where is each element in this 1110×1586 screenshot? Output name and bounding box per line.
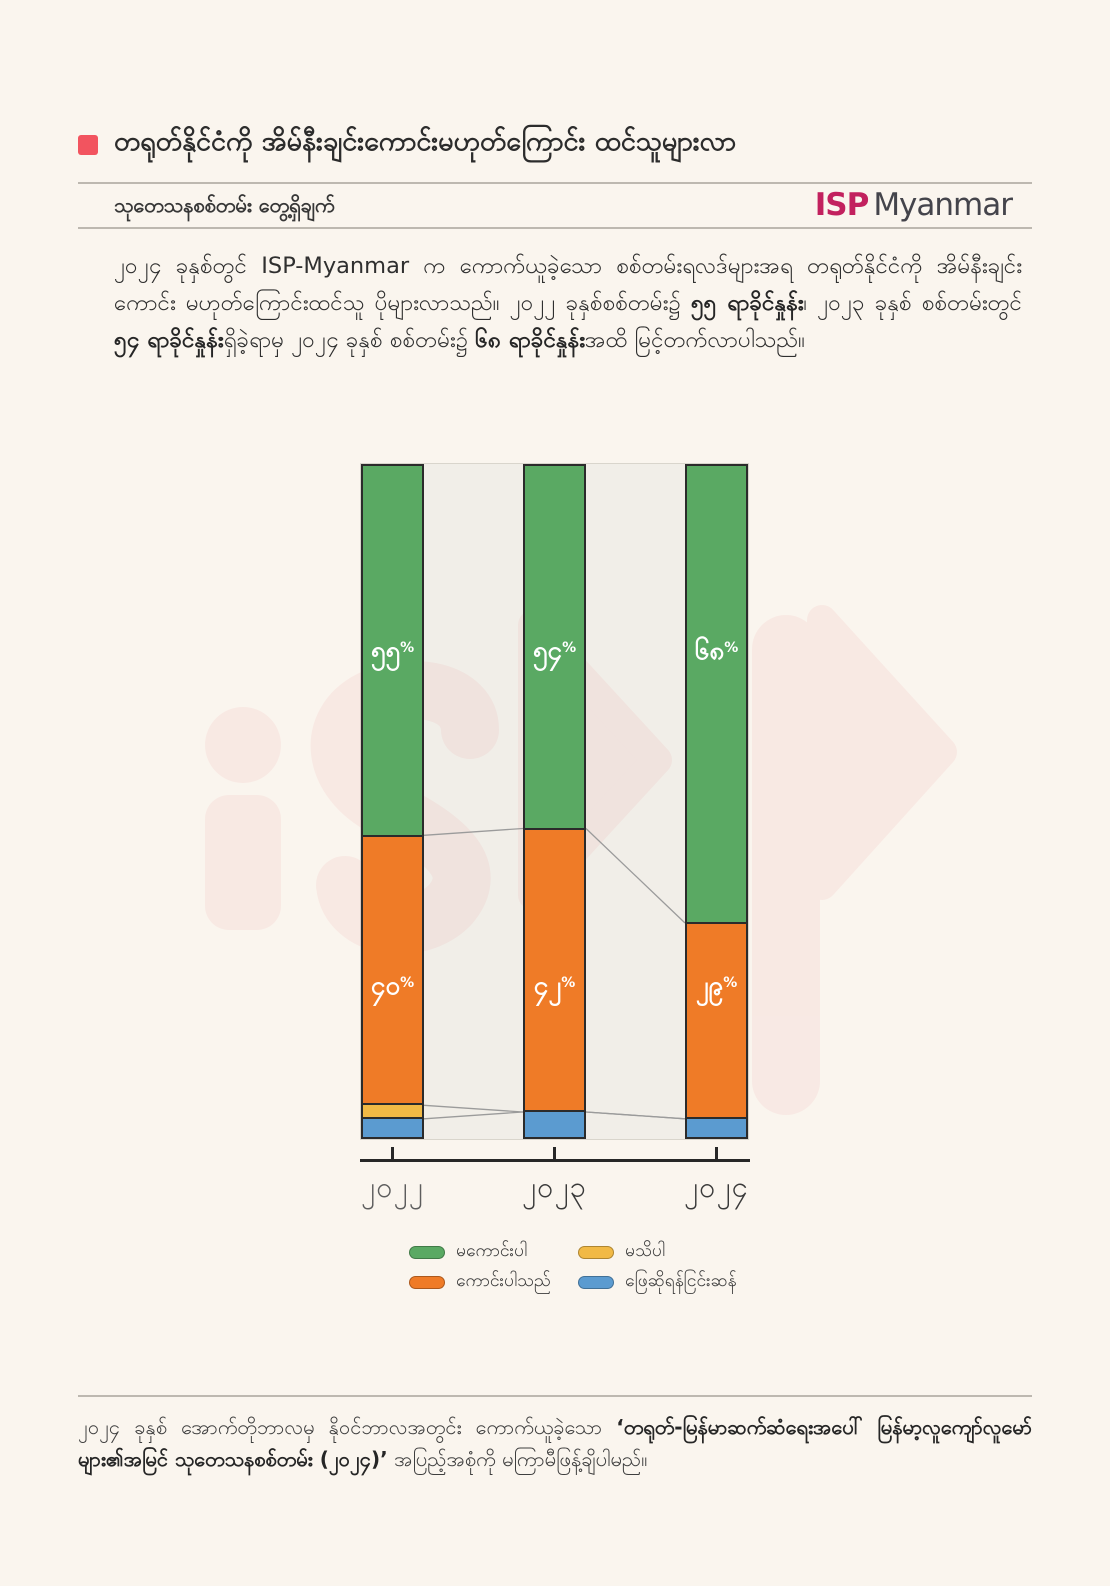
x-axis-line	[360, 1159, 750, 1162]
segment-၂၀၂၂-0	[363, 466, 422, 836]
percent-sign: %	[724, 640, 739, 656]
percent-sign: %	[562, 640, 577, 656]
body-text: ၂၀၂၄ ခုနှစ် အောက်တိုဘာလမှ နိုဝင်ဘာလအတွင်…	[78, 1415, 617, 1439]
intro-paragraph: ၂၀၂၄ ခုနှစ်တွင် ISP-Myanmar က ကောက်ယူခဲ့…	[114, 248, 1022, 359]
title-bullet-square	[78, 135, 98, 155]
segment-၂၀၂၂-1	[363, 835, 422, 1104]
percent-sign: %	[723, 975, 738, 991]
value-label-၂၀၂၂-1: ၄၀%	[361, 963, 424, 1006]
logo-isp-text: ISP	[814, 187, 870, 223]
legend-item-1: ကောင်းပါသည်	[409, 1267, 578, 1297]
segment-၂၀၂၃-3	[525, 1110, 584, 1137]
value-number: ၅၄	[532, 636, 563, 666]
emphasis-text: ‘တရုတ်-မြန်မာဆက်ဆံရေးအပေါ် မြန်မာ့လူကျော…	[78, 1415, 1033, 1471]
emphasis-text: ၆၈ ရာခိုင်နှုန်း	[475, 327, 585, 353]
value-number: ၄၂	[533, 971, 562, 1001]
legend-label-1: ကောင်းပါသည်	[456, 1271, 551, 1291]
chart-legend: မကောင်းပါကောင်းပါသည် မသိပါဖြေဆိုရန်ငြင်းဆ…	[409, 1237, 737, 1297]
segment-၂၀၂၃-0	[525, 466, 584, 829]
value-number: ၅၅	[370, 636, 401, 666]
x-tick-၂၀၂၂	[391, 1147, 394, 1160]
page-title: တရုတ်နိုင်ငံကို အိမ်နီးချင်းကောင်းမဟုတ်က…	[114, 126, 737, 157]
percent-sign: %	[400, 975, 415, 991]
legend-label-0: မကောင်းပါ	[456, 1241, 527, 1261]
x-tick-၂၀၂၃	[553, 1147, 556, 1160]
stacked-bar-chart: ၅၅% ၄၀% ၅၄% ၄၂% ၆၈% ၂၉%	[360, 463, 749, 1140]
segment-၂၀၂၄-0	[687, 466, 746, 923]
emphasis-text: ၅၅ ရာခိုင်နှုန်း	[691, 290, 804, 316]
emphasis-text: ၅၄ ရာခိုင်နှုန်း	[114, 327, 224, 353]
percent-sign: %	[400, 640, 415, 656]
value-label-၂၀၂၂-0: ၅၅%	[361, 628, 424, 671]
legend-swatch-1	[409, 1275, 445, 1289]
value-label-၂၀၂၃-0: ၅၄%	[523, 628, 586, 671]
legend-swatch-2	[578, 1245, 614, 1259]
x-label-၂၀၂၂: ၂၀၂၂	[360, 1170, 425, 1204]
body-text: အထိ မြင့်တက်လာပါသည်။	[584, 327, 805, 353]
logo-myanmar-text: Myanmar	[873, 187, 1013, 223]
value-number: ၄၀	[370, 971, 401, 1001]
bar-၂၀၂၂	[361, 464, 424, 1139]
segment-၂၀၂၂-3	[363, 1116, 422, 1137]
divider-header	[78, 227, 1032, 229]
legend-item-3: ဖြေဆိုရန်ငြင်းဆန်	[578, 1267, 737, 1297]
percent-sign: %	[561, 975, 576, 991]
footer-note: ၂၀၂၄ ခုနှစ် အောက်တိုဘာလမှ နိုဝင်ဘာလအတွင်…	[78, 1412, 1032, 1475]
value-label-၂၀၂၃-1: ၄၂%	[523, 963, 586, 1006]
divider-top	[78, 182, 1032, 184]
divider-footer	[78, 1395, 1032, 1397]
body-text: ရှိခဲ့ရာမှ ၂၀၂၄ ခုနှစ် စစ်တမ်း၌	[223, 327, 476, 353]
segment-၂၀၂၄-3	[687, 1116, 746, 1137]
value-label-၂၀၂၄-1: ၂၉%	[685, 963, 748, 1006]
legend-swatch-0	[409, 1245, 445, 1259]
legend-label-3: ဖြေဆိုရန်ငြင်းဆန်	[625, 1271, 737, 1291]
x-label-၂၀၂၄: ၂၀၂၄	[683, 1170, 750, 1204]
body-text: ၊ ၂၀၂၃ ခုနှစ် စစ်တမ်းတွင်	[803, 290, 1023, 316]
legend-swatch-3	[578, 1275, 614, 1289]
isp-myanmar-logo: ISP Myanmar	[760, 187, 1013, 223]
body-text: ၂၀၂၄ ခုနှစ်တွင် ISP-Myanmar က ကောက်ယူခဲ့…	[114, 253, 1022, 316]
page-subtitle: သုတေသနစစ်တမ်း တွေ့ရှိချက်	[114, 193, 335, 217]
bar-၂၀၂၄	[685, 464, 748, 1139]
value-number: ၂၉	[695, 971, 724, 1001]
x-tick-၂၀၂၄	[715, 1147, 718, 1160]
legend-item-0: မကောင်းပါ	[409, 1237, 578, 1267]
legend-label-2: မသိပါ	[625, 1241, 665, 1261]
segment-၂၀၂၄-1	[687, 922, 746, 1117]
value-number: ၆၈	[694, 636, 725, 666]
legend-item-2: မသိပါ	[578, 1237, 737, 1267]
segment-၂၀၂၃-1	[525, 828, 584, 1111]
segment-၂၀၂၂-2	[363, 1103, 422, 1117]
x-label-၂၀၂၃: ၂၀၂၃	[521, 1170, 588, 1204]
value-label-၂၀၂၄-0: ၆၈%	[685, 628, 748, 671]
body-text: အပြည့်အစုံကို မကြာမီဖြန့်ချိပါမည်။	[387, 1446, 648, 1471]
bar-၂၀၂၃	[523, 464, 586, 1139]
